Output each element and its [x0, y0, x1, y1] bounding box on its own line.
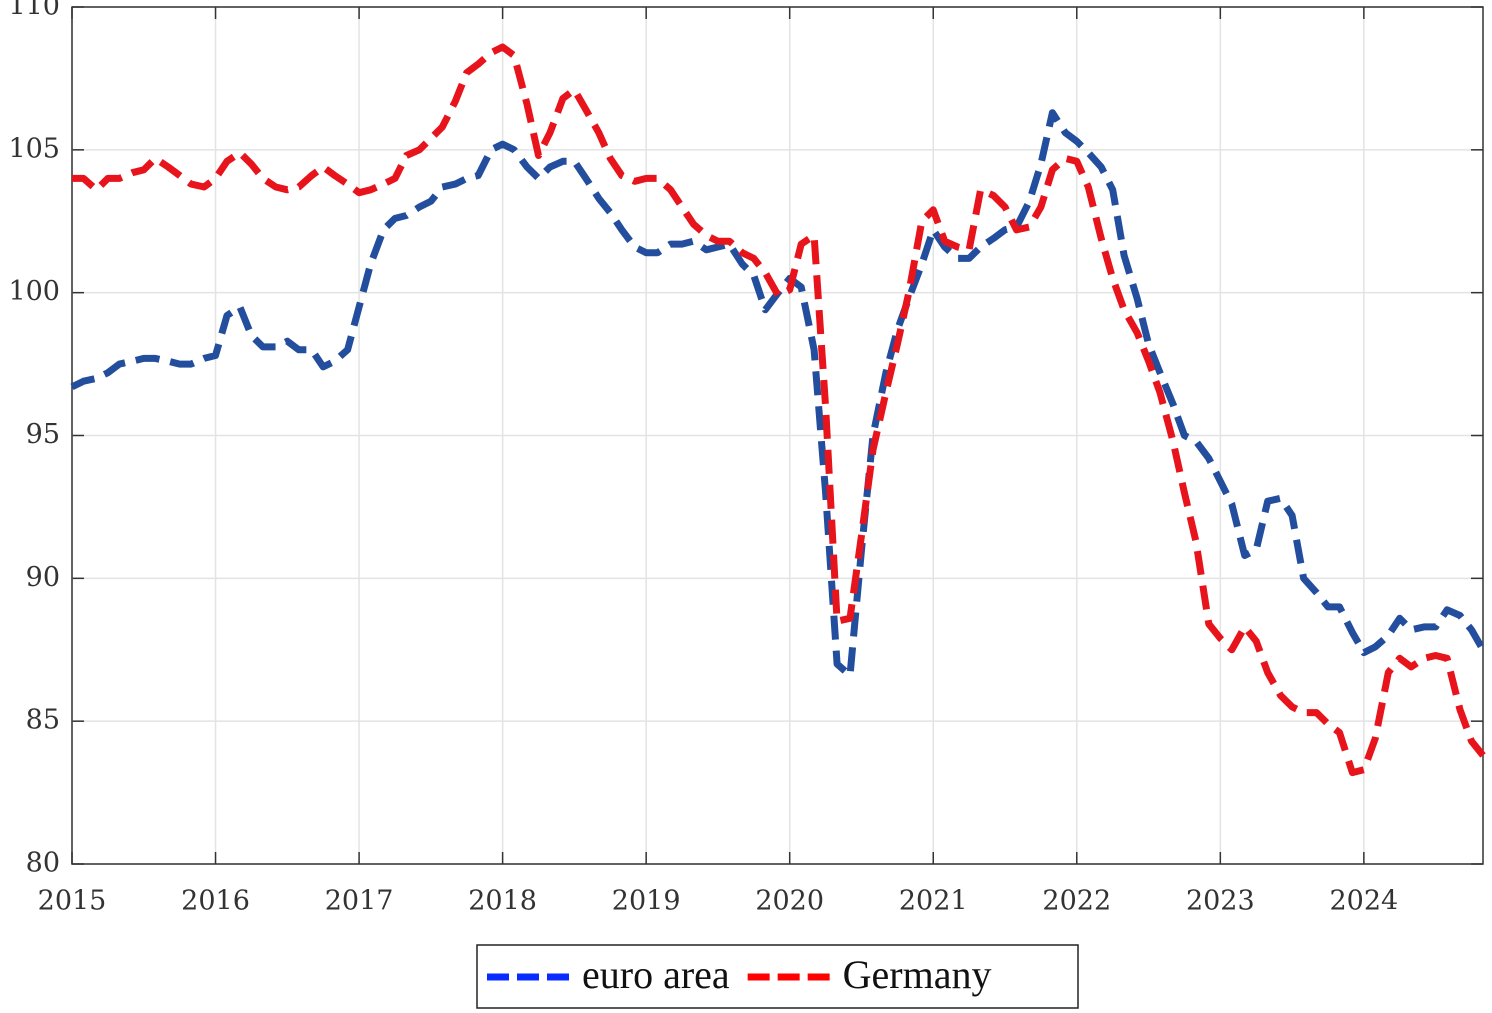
x-tick-label: 2020: [755, 886, 824, 917]
plot-frame: [71, 6, 1484, 865]
series-line: [70, 109, 1487, 679]
y-tick-label: 105: [8, 133, 60, 164]
y-tick-label: 95: [26, 419, 60, 450]
legend-box: [476, 944, 1079, 1009]
x-tick-label: 2017: [325, 886, 394, 917]
y-tick-label: 80: [26, 848, 60, 879]
y-tick-label: 100: [8, 276, 60, 307]
x-tick-label: 2018: [468, 886, 537, 917]
x-tick-label: 2015: [38, 886, 107, 917]
y-tick-label: 85: [26, 705, 60, 736]
x-tick-label: 2023: [1186, 886, 1255, 917]
x-tick-label: 2021: [899, 886, 968, 917]
x-tick-label: 2016: [181, 886, 250, 917]
legend-label: euro area: [582, 952, 730, 997]
y-tick-label: 110: [8, 0, 60, 22]
y-tick-label: 90: [26, 562, 60, 593]
x-tick-label: 2019: [612, 886, 681, 917]
legend-label: Germany: [843, 952, 992, 997]
x-tick-label: 2024: [1330, 886, 1399, 917]
series-line: [72, 43, 1486, 777]
x-tick-label: 2022: [1042, 886, 1111, 917]
